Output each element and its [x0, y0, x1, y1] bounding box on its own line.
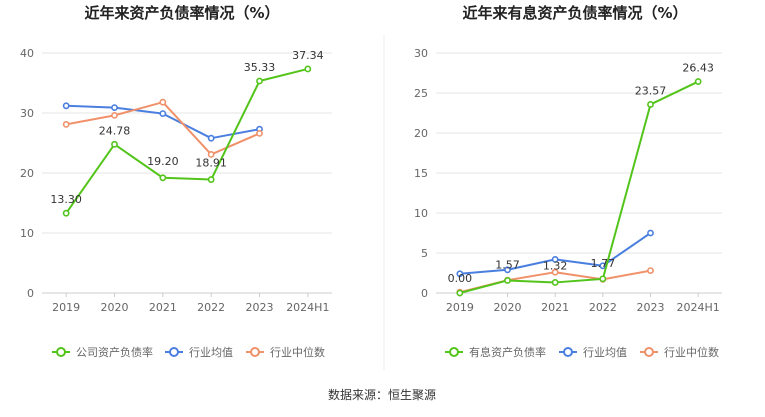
data-point[interactable]	[647, 267, 654, 274]
data-label: 35.33	[244, 61, 276, 74]
data-point[interactable]	[111, 112, 118, 119]
y-tick-label: 0	[27, 287, 34, 300]
chart-debt-ratio: 近年来资产负债率情况（%） 0 10 20 30 40 2019 2020 2021 2022 20…	[20, 4, 332, 359]
legend-item[interactable]: 有息资产负债率	[445, 345, 546, 359]
data-point[interactable]	[551, 279, 559, 286]
data-label: 37.34	[292, 49, 324, 62]
x-tick-label: 2019	[52, 301, 80, 314]
legend-marker	[563, 347, 573, 357]
data-point[interactable]	[207, 150, 215, 158]
data-point[interactable]	[551, 268, 559, 276]
y-tick-label: 40	[20, 47, 34, 60]
legend-item[interactable]: 行业均值	[165, 346, 233, 359]
legend-marker	[56, 347, 66, 357]
x-tick-label: 2021	[541, 301, 569, 314]
data-point[interactable]	[551, 255, 559, 263]
data-point[interactable]	[256, 129, 263, 137]
y-tick-label: 30	[20, 107, 34, 120]
data-point[interactable]	[159, 110, 167, 117]
data-point[interactable]	[159, 174, 167, 182]
legend-marker	[644, 347, 654, 357]
x-tick-label: 2022	[589, 301, 617, 314]
data-label: 24.78	[99, 124, 131, 137]
legend-item[interactable]: 公司资产负债率	[52, 345, 153, 359]
data-label: 23.57	[635, 84, 667, 97]
data-point[interactable]	[456, 270, 464, 278]
data-point[interactable]	[62, 121, 70, 128]
data-point[interactable]	[62, 209, 70, 217]
legend-label: 公司资产负债率	[76, 345, 153, 359]
data-point[interactable]	[207, 176, 215, 183]
data-point[interactable]	[62, 102, 70, 110]
data-label: 1.32	[543, 259, 568, 272]
data-point[interactable]	[207, 134, 215, 142]
chart-interest-debt-ratio: 近年来有息资产负债率情况（%） 0 5 10 15 20 25 30 2019 2020 2021 2…	[414, 4, 722, 359]
y-tick-label: 10	[20, 227, 34, 240]
y-tick-label: 30	[414, 47, 428, 60]
series-line	[65, 67, 309, 214]
data-label: 19.20	[147, 155, 179, 168]
series-line	[65, 101, 260, 156]
data-point[interactable]	[599, 275, 607, 283]
data-point[interactable]	[111, 104, 118, 111]
data-point[interactable]	[256, 77, 263, 85]
x-tick-label: 2023	[637, 301, 665, 314]
series-line	[459, 80, 699, 294]
y-tick-label: 10	[414, 207, 428, 220]
legend-label: 有息资产负债率	[469, 345, 546, 359]
y-tick-label: 25	[414, 87, 428, 100]
y-tick-label: 0	[421, 287, 428, 300]
x-tick-label: 2023	[246, 301, 274, 314]
legend-marker	[449, 347, 459, 357]
legend-label: 行业均值	[189, 346, 233, 359]
legend-marker	[169, 347, 179, 357]
source-note: 数据来源：恒生聚源	[328, 387, 436, 402]
data-point[interactable]	[504, 277, 511, 284]
data-point[interactable]	[456, 289, 464, 297]
data-label: 1.57	[495, 258, 520, 271]
data-point[interactable]	[159, 98, 167, 106]
x-tick-label: 2020	[494, 301, 522, 314]
x-tick-label: 2019	[446, 301, 474, 314]
data-label: 18.91	[195, 157, 227, 170]
x-tick-label: 2022	[197, 301, 225, 314]
data-point[interactable]	[647, 229, 654, 237]
x-tick-label: 2024H1	[677, 301, 720, 314]
data-label: 1.77	[591, 257, 616, 270]
data-point[interactable]	[111, 140, 118, 148]
x-tick-label: 2020	[101, 301, 129, 314]
data-point[interactable]	[304, 65, 312, 73]
data-point[interactable]	[647, 101, 654, 108]
legend-label: 行业中位数	[270, 345, 325, 359]
legend-item[interactable]: 行业中位数	[640, 345, 719, 359]
chart-title: 近年来有息资产负债率情况（%）	[462, 4, 687, 22]
data-point[interactable]	[694, 78, 702, 85]
y-tick-label: 5	[421, 247, 428, 260]
data-label: 26.43	[682, 62, 714, 75]
data-point[interactable]	[504, 266, 511, 274]
legend-label: 行业均值	[583, 346, 627, 359]
legend-marker	[250, 347, 260, 357]
legend-item[interactable]: 行业中位数	[246, 345, 325, 359]
chart-title: 近年来资产负债率情况（%）	[84, 4, 279, 22]
y-tick-label: 15	[414, 167, 428, 180]
legend-item[interactable]: 行业均值	[559, 346, 627, 359]
x-tick-label: 2024H1	[286, 301, 329, 314]
data-label: 0.00	[448, 272, 473, 285]
x-tick-label: 2021	[149, 301, 177, 314]
legend-label: 行业中位数	[664, 345, 719, 359]
y-tick-label: 20	[20, 167, 34, 180]
data-label: 13.30	[50, 193, 82, 206]
y-tick-label: 20	[414, 127, 428, 140]
